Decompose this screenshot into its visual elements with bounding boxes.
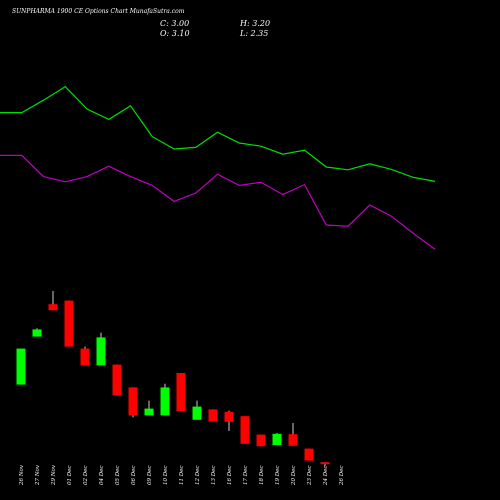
high-value: H: 3.20 — [240, 19, 271, 28]
date-label: 05 Dec — [115, 466, 121, 486]
candles-group — [16, 291, 330, 467]
date-label: 23 Dec — [307, 466, 313, 487]
candle — [96, 332, 106, 366]
candle — [160, 383, 170, 416]
candle — [48, 291, 58, 311]
candle-body — [288, 434, 298, 446]
candle — [128, 387, 138, 418]
candle-body — [272, 433, 282, 445]
candle-body — [144, 408, 154, 416]
candle-body — [112, 364, 122, 396]
candle-body — [96, 337, 106, 366]
candle — [176, 373, 186, 411]
date-label: 26 Dec — [339, 466, 345, 487]
candle — [208, 409, 218, 422]
candle — [16, 348, 26, 385]
date-label: 12 Dec — [195, 466, 201, 486]
ma-upper-line — [0, 85, 436, 182]
candle-body — [320, 462, 330, 465]
candle-body — [224, 411, 234, 422]
candle — [320, 462, 330, 467]
candle — [144, 400, 154, 416]
date-label: 17 Dec — [243, 466, 249, 486]
candle — [288, 423, 298, 446]
candle-body — [160, 387, 170, 416]
date-label: 16 Dec — [227, 466, 233, 486]
candle — [32, 328, 42, 337]
candle — [256, 434, 266, 447]
candle-body — [64, 300, 74, 347]
date-axis-labels: 26 Nov 27 Nov 29 Nov 01 Dec 02 Dec 04 Dec 05 D… — [19, 464, 345, 486]
ma-lower-line — [0, 154, 436, 250]
date-label: 10 Dec — [163, 466, 169, 486]
candle-body — [304, 448, 314, 461]
candle-body — [48, 304, 58, 311]
open-value: O: 3.10 — [160, 29, 190, 38]
date-label: 24 Dec — [323, 466, 329, 487]
date-label: 02 Dec — [83, 466, 89, 486]
candle-body — [240, 416, 250, 444]
date-label: 26 Nov — [19, 464, 25, 486]
date-label: 18 Dec — [259, 466, 265, 486]
candle — [112, 364, 122, 396]
candle-body — [192, 406, 202, 420]
date-label: 19 Dec — [275, 466, 281, 486]
candle — [80, 346, 90, 366]
date-label: 06 Dec — [131, 466, 137, 486]
candle — [304, 448, 314, 461]
date-label: 09 Dec — [147, 466, 153, 486]
candle-body — [256, 434, 266, 447]
candle — [272, 433, 282, 445]
close-value: C: 3.00 — [160, 19, 190, 28]
date-label: 20 Dec — [291, 466, 297, 487]
date-label: 27 Nov — [35, 464, 41, 486]
date-label: 13 Dec — [211, 466, 217, 486]
candle-body — [32, 329, 42, 337]
candle-body — [208, 409, 218, 422]
moving-average-lines — [0, 85, 436, 250]
candle-body — [176, 373, 186, 411]
date-label: 04 Dec — [99, 466, 105, 486]
candle — [240, 416, 250, 444]
candle — [64, 300, 74, 347]
candle — [224, 410, 234, 431]
candle — [192, 400, 202, 420]
date-label: 01 Dec — [67, 466, 73, 486]
date-label: 11 Dec — [179, 466, 185, 486]
date-label: 29 Nov — [51, 464, 57, 486]
chart-title: SUNPHARMA 1900 CE Options Chart MunafaSu… — [12, 8, 185, 15]
low-value: L: 2.35 — [240, 29, 269, 38]
candle-body — [80, 348, 90, 366]
candle-body — [128, 387, 138, 416]
candle-body — [16, 348, 26, 385]
